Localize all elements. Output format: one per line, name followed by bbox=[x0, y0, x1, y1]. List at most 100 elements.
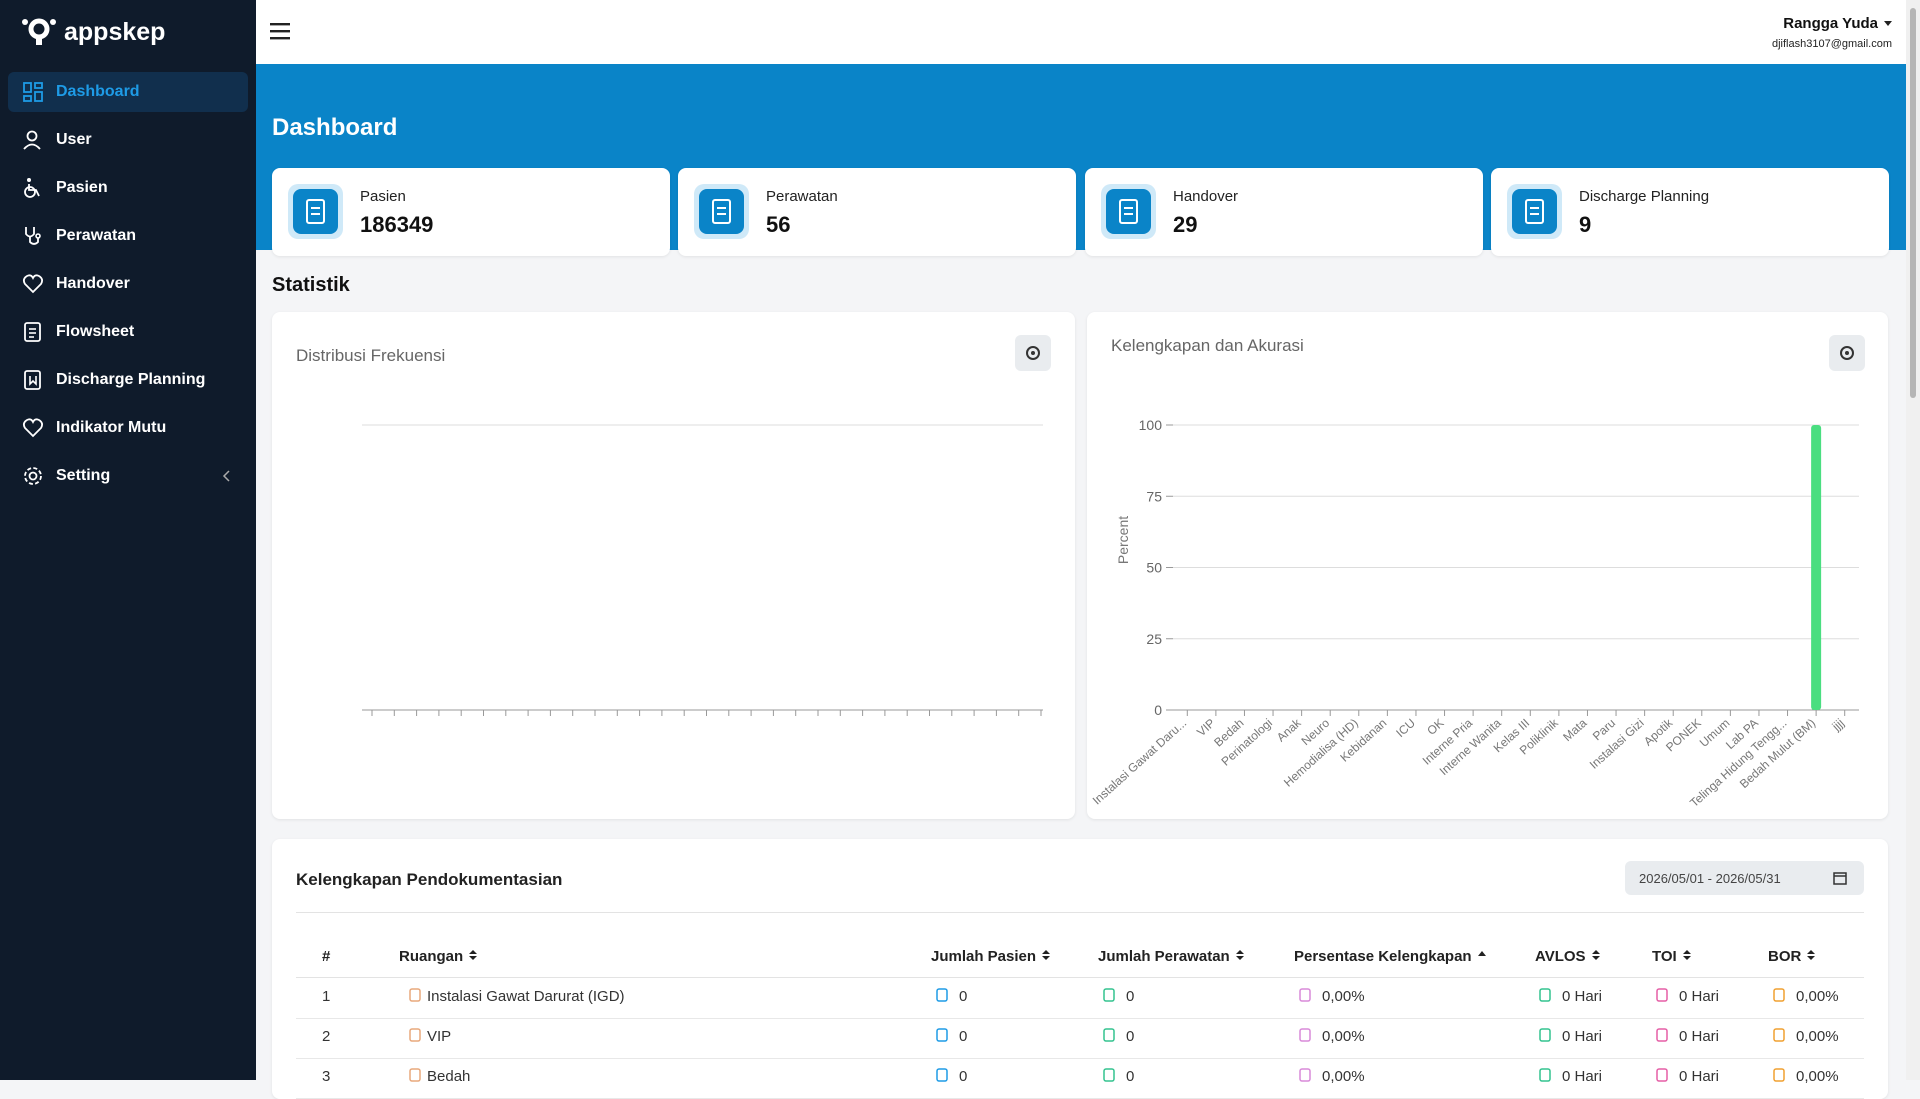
table-cell: 1 bbox=[322, 988, 331, 1005]
stat-card: Perawatan 56 bbox=[678, 168, 1076, 256]
table-cell: 2 bbox=[322, 1028, 331, 1045]
table-cell: 3 bbox=[322, 1068, 331, 1085]
cell-icon bbox=[1773, 1068, 1785, 1082]
scrollbar[interactable] bbox=[1906, 0, 1920, 1080]
table-cell: 0 bbox=[959, 988, 968, 1005]
card-label: Perawatan bbox=[766, 188, 838, 205]
gear-icon bbox=[1026, 346, 1040, 360]
user-caret bbox=[1884, 21, 1892, 26]
menu-item[interactable]: Flowsheet bbox=[8, 312, 248, 352]
card-icon-inner bbox=[1106, 189, 1151, 234]
menu-item[interactable]: Setting bbox=[8, 456, 248, 496]
table-cell: 0 Hari bbox=[1562, 988, 1603, 1005]
cell-icon bbox=[1299, 1028, 1311, 1042]
menu-item[interactable]: User bbox=[8, 120, 248, 160]
table-cell: 0 Hari bbox=[1679, 1068, 1720, 1085]
table-cell: 0 bbox=[1126, 1068, 1135, 1085]
table-cell: Bedah bbox=[427, 1068, 471, 1085]
table-cell: 0,00% bbox=[1796, 988, 1839, 1005]
top-bar: Rangga Yuda djiflash3107@gmail.com bbox=[256, 0, 1906, 64]
card-value: 56 bbox=[766, 212, 791, 237]
table-cell: 0,00% bbox=[1796, 1028, 1839, 1045]
stat-card: Pasien 186349 bbox=[272, 168, 670, 256]
table-cell: 0 bbox=[959, 1068, 968, 1085]
card-icon-inner bbox=[293, 189, 338, 234]
menu-label: Discharge Planning bbox=[56, 371, 206, 388]
card-icon bbox=[694, 184, 749, 239]
menu-label: Perawatan bbox=[56, 227, 137, 244]
menu-item[interactable]: Handover bbox=[8, 264, 248, 304]
row-line bbox=[296, 1058, 1864, 1059]
menu-icon bbox=[22, 418, 44, 438]
sort-icon bbox=[1591, 950, 1600, 960]
cell-icon bbox=[1103, 1028, 1115, 1042]
card-icon bbox=[288, 184, 343, 239]
table-cell: VIP bbox=[427, 1028, 452, 1045]
table-cell: 0 Hari bbox=[1562, 1028, 1603, 1045]
menu-label: User bbox=[56, 131, 92, 148]
card-label: Handover bbox=[1173, 188, 1239, 205]
cell-icon bbox=[409, 1028, 421, 1042]
column-header[interactable]: Jumlah Pasien bbox=[931, 948, 1051, 965]
menu-label: Dashboard bbox=[56, 83, 140, 100]
menu-label: Setting bbox=[56, 467, 111, 484]
icon-glyph bbox=[306, 199, 325, 224]
cell-icon bbox=[1539, 1068, 1551, 1082]
chevron bbox=[222, 470, 230, 482]
cell-icon bbox=[1299, 1068, 1311, 1082]
sort-icon bbox=[1477, 951, 1486, 956]
cell-icon bbox=[1656, 1028, 1668, 1042]
cell-icon bbox=[1103, 1068, 1115, 1082]
sidebar: appskep Dashboard User Pasien Perawatan Hand… bbox=[0, 0, 256, 1080]
table-cell: 0 Hari bbox=[1562, 1068, 1603, 1085]
menu-item[interactable]: Perawatan bbox=[8, 216, 248, 256]
sort-icon bbox=[1807, 950, 1816, 960]
column-header[interactable]: TOI bbox=[1652, 948, 1691, 965]
menu-icon bbox=[24, 467, 42, 485]
column-header[interactable]: Jumlah Perawatan bbox=[1098, 948, 1244, 965]
cell-icon bbox=[1773, 1028, 1785, 1042]
page-title: Dashboard bbox=[272, 114, 398, 141]
card-value: 9 bbox=[1579, 212, 1592, 237]
menu-label: Handover bbox=[56, 275, 130, 292]
menu-icon bbox=[24, 322, 41, 342]
menu-label: Indikator Mutu bbox=[56, 419, 167, 436]
table-cell: 0 Hari bbox=[1679, 1028, 1720, 1045]
header-line bbox=[296, 977, 1864, 978]
settings-button[interactable] bbox=[1829, 335, 1865, 371]
menu-icon bbox=[24, 178, 40, 198]
cell-icon bbox=[1539, 988, 1551, 1002]
cell-icon bbox=[1539, 1028, 1551, 1042]
column-header: # bbox=[322, 948, 331, 965]
user-email: djiflash3107@gmail.com bbox=[1771, 38, 1892, 50]
settings-button[interactable] bbox=[1015, 335, 1051, 371]
table-cell: 0,00% bbox=[1322, 988, 1365, 1005]
menu-icon bbox=[25, 227, 41, 245]
menu-item[interactable]: Dashboard bbox=[8, 72, 248, 112]
column-header[interactable]: Persentase Kelengkapan bbox=[1294, 948, 1486, 965]
menu-icon bbox=[24, 370, 41, 390]
cell-icon bbox=[936, 988, 948, 1002]
card-icon bbox=[1507, 184, 1562, 239]
menu-icon bbox=[22, 274, 44, 294]
date-range-picker[interactable]: 2026/05/01 - 2026/05/31 bbox=[1625, 861, 1864, 895]
column-header[interactable]: BOR bbox=[1768, 948, 1816, 965]
column-header[interactable]: Ruangan bbox=[399, 948, 478, 965]
menu-item[interactable]: Discharge Planning bbox=[8, 360, 248, 400]
menu-icon bbox=[23, 82, 43, 102]
icon-glyph bbox=[712, 199, 731, 224]
brand-name: appskep bbox=[64, 18, 166, 46]
table-cell: 0 bbox=[1126, 988, 1135, 1005]
column-header[interactable]: AVLOS bbox=[1535, 948, 1600, 965]
table-cell: 0,00% bbox=[1796, 1068, 1839, 1085]
row-line bbox=[296, 1018, 1864, 1019]
cell-icon bbox=[1773, 988, 1785, 1002]
icon-glyph bbox=[1119, 199, 1138, 224]
menu-item[interactable]: Pasien bbox=[8, 168, 248, 208]
cell-icon bbox=[936, 1028, 948, 1042]
menu-item[interactable]: Indikator Mutu bbox=[8, 408, 248, 448]
section-title: Statistik bbox=[272, 274, 350, 296]
card-icon-inner bbox=[699, 189, 744, 234]
hamburger-button[interactable] bbox=[270, 22, 290, 40]
user-name[interactable]: Rangga Yuda bbox=[1783, 15, 1878, 32]
